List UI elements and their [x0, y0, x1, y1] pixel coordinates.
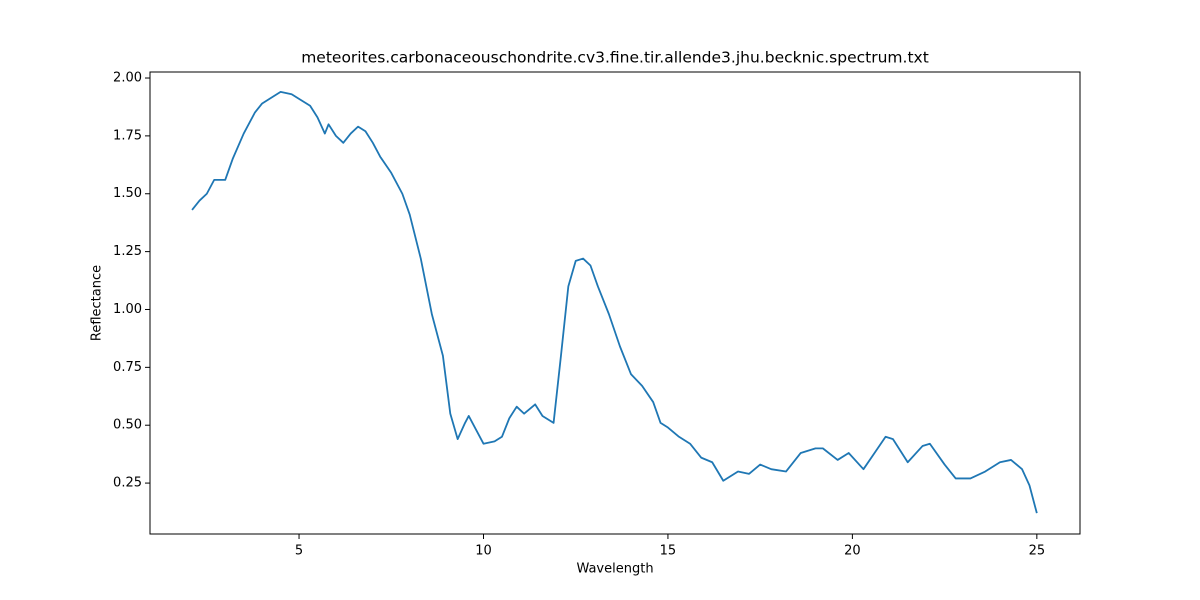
y-tick-label: 0.25 [113, 476, 142, 491]
x-tick-label: 20 [844, 544, 861, 559]
x-tick-label: 15 [660, 544, 677, 559]
y-tick-label: 1.50 [113, 186, 142, 201]
y-tick-label: 1.75 [113, 128, 142, 143]
x-tick-label: 10 [475, 544, 492, 559]
y-tick-label: 0.50 [113, 418, 142, 433]
y-tick-label: 2.00 [113, 71, 142, 86]
y-tick-label: 1.00 [113, 302, 142, 317]
y-tick-label: 0.75 [113, 360, 142, 375]
x-tick-label: 25 [1029, 544, 1046, 559]
data-line [191, 91, 1038, 514]
x-axis-label: Wavelength [576, 562, 653, 577]
chart-title: meteorites.carbonaceouschondrite.cv3.fin… [301, 49, 929, 67]
y-tick-label: 1.25 [113, 244, 142, 259]
y-axis-label: Reflectance [90, 265, 105, 341]
plot-frame [149, 71, 1081, 535]
x-tick-label: 5 [295, 544, 303, 559]
